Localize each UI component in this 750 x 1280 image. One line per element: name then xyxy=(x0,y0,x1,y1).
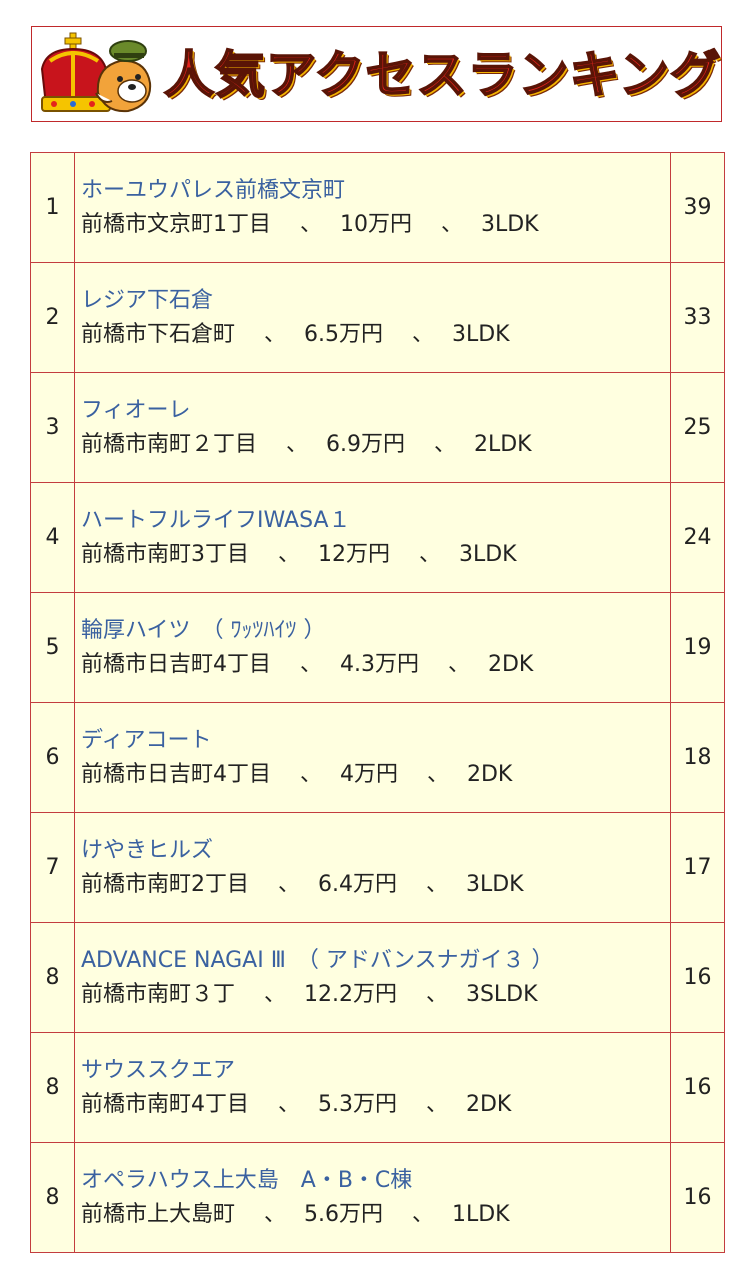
property-cell: オペラハウス上大島 A・B・C棟前橋市上大島町 、 5.6万円 、 1LDK xyxy=(74,1142,671,1253)
ranking-row: 8 オペラハウス上大島 A・B・C棟 前橋市上大島町 、 5.6万円 、 1LDK 1… xyxy=(30,1142,725,1253)
ranking-row: 6 ディアコート 前橋市日吉町4丁目 、 4万円 、 2DK 18 xyxy=(30,702,725,813)
rank-number: 1 xyxy=(30,152,75,263)
property-cell: ディアコート前橋市日吉町4丁目 、 4万円 、 2DK xyxy=(74,702,671,813)
access-count: 17 xyxy=(670,812,725,923)
property-name-link[interactable]: ホーユウパレス前橋文京町 xyxy=(81,177,346,203)
ranking-row: 8 サウススクエア 前橋市南町4丁目 、 5.3万円 、 2DK 16 xyxy=(30,1032,725,1143)
access-count: 16 xyxy=(670,1032,725,1143)
property-detail: 前橋市南町２丁目 、 6.9万円 、 2LDK xyxy=(81,431,532,457)
rank-number: 4 xyxy=(30,482,75,593)
property-name-link[interactable]: レジア下石倉 xyxy=(81,287,214,313)
property-detail: 前橋市南町3丁目 、 12万円 、 3LDK xyxy=(81,541,517,567)
access-count: 33 xyxy=(670,262,725,373)
banner-title: 人気アクセスランキング xyxy=(163,45,721,105)
rank-number: 8 xyxy=(30,1032,75,1143)
ranking-row: 5 輪厚ハイツ （ ﾜｯﾂﾊｲﾂ ） 前橋市日吉町4丁目 、 4.3万円 、 2DK… xyxy=(30,592,725,703)
access-count: 39 xyxy=(670,152,725,263)
crown-mascot-icon xyxy=(40,32,152,113)
ranking-row: 8 ADVANCE NAGAI Ⅲ （ アドバンスナガイ３ ） 前橋市南町３丁 、 … xyxy=(30,922,725,1033)
rank-number: 6 xyxy=(30,702,75,813)
property-name-link[interactable]: けやきヒルズ xyxy=(81,837,214,863)
rank-number: 8 xyxy=(30,1142,75,1253)
property-cell: ハートフルライフIWASA１ 前橋市南町3丁目 、 12万円 、 3LDK xyxy=(74,482,671,593)
property-cell: ホーユウパレス前橋文京町前橋市文京町1丁目 、 10万円 、 3LDK xyxy=(74,152,671,263)
ranking-row: 4 ハートフルライフIWASA１ 前橋市南町3丁目 、 12万円 、 3LDK 24 xyxy=(30,482,725,593)
access-count: 24 xyxy=(670,482,725,593)
property-cell: フィオーレ前橋市南町２丁目 、 6.9万円 、 2LDK xyxy=(74,372,671,483)
rank-number: 2 xyxy=(30,262,75,373)
access-count: 18 xyxy=(670,702,725,813)
property-detail: 前橋市南町2丁目 、 6.4万円 、 3LDK xyxy=(81,871,524,897)
property-detail: 前橋市上大島町 、 5.6万円 、 1LDK xyxy=(81,1201,510,1227)
ranking-row: 1 ホーユウパレス前橋文京町 前橋市文京町1丁目 、 10万円 、 3LDK 39 xyxy=(30,152,725,263)
property-name-link[interactable]: ADVANCE NAGAI Ⅲ （ アドバンスナガイ３ ） xyxy=(81,947,554,973)
ranking-row: 7 けやきヒルズ 前橋市南町2丁目 、 6.4万円 、 3LDK 17 xyxy=(30,812,725,923)
property-name-link[interactable]: フィオーレ xyxy=(81,397,191,423)
property-detail: 前橋市下石倉町 、 6.5万円 、 3LDK xyxy=(81,321,510,347)
ranking-table: 1 ホーユウパレス前橋文京町 前橋市文京町1丁目 、 10万円 、 3LDK 39 2 レ… xyxy=(30,152,725,1253)
property-name-link[interactable]: ハートフルライフIWASA１ xyxy=(81,507,351,533)
access-count: 16 xyxy=(670,1142,725,1253)
ranking-row: 3 フィオーレ 前橋市南町２丁目 、 6.9万円 、 2LDK 25 xyxy=(30,372,725,483)
rank-number: 5 xyxy=(30,592,75,703)
access-count: 16 xyxy=(670,922,725,1033)
rank-number: 8 xyxy=(30,922,75,1033)
property-detail: 前橋市南町３丁 、 12.2万円 、 3SLDK xyxy=(81,981,538,1007)
property-name-link[interactable]: サウススクエア xyxy=(81,1057,236,1083)
access-count: 25 xyxy=(670,372,725,483)
property-name-link[interactable]: オペラハウス上大島 A・B・C棟 xyxy=(81,1167,413,1193)
property-detail: 前橋市文京町1丁目 、 10万円 、 3LDK xyxy=(81,211,539,237)
property-detail: 前橋市日吉町4丁目 、 4万円 、 2DK xyxy=(81,761,513,787)
property-name-link[interactable]: ディアコート xyxy=(81,727,212,753)
property-cell: レジア下石倉前橋市下石倉町 、 6.5万円 、 3LDK xyxy=(74,262,671,373)
property-cell: サウススクエア前橋市南町4丁目 、 5.3万円 、 2DK xyxy=(74,1032,671,1143)
property-cell: 輪厚ハイツ （ ﾜｯﾂﾊｲﾂ ） 前橋市日吉町4丁目 、 4.3万円 、 2DK xyxy=(74,592,671,703)
ranking-banner: 人気アクセスランキング xyxy=(31,26,722,122)
ranking-row: 2 レジア下石倉 前橋市下石倉町 、 6.5万円 、 3LDK 33 xyxy=(30,262,725,373)
rank-number: 3 xyxy=(30,372,75,483)
property-cell: けやきヒルズ前橋市南町2丁目 、 6.4万円 、 3LDK xyxy=(74,812,671,923)
property-detail: 前橋市日吉町4丁目 、 4.3万円 、 2DK xyxy=(81,651,534,677)
property-detail: 前橋市南町4丁目 、 5.3万円 、 2DK xyxy=(81,1091,512,1117)
rank-number: 7 xyxy=(30,812,75,923)
access-count: 19 xyxy=(670,592,725,703)
property-name-link[interactable]: 輪厚ハイツ （ ﾜｯﾂﾊｲﾂ ） xyxy=(81,617,326,643)
property-cell: ADVANCE NAGAI Ⅲ （ アドバンスナガイ３ ） 前橋市南町３丁 、 1… xyxy=(74,922,671,1033)
